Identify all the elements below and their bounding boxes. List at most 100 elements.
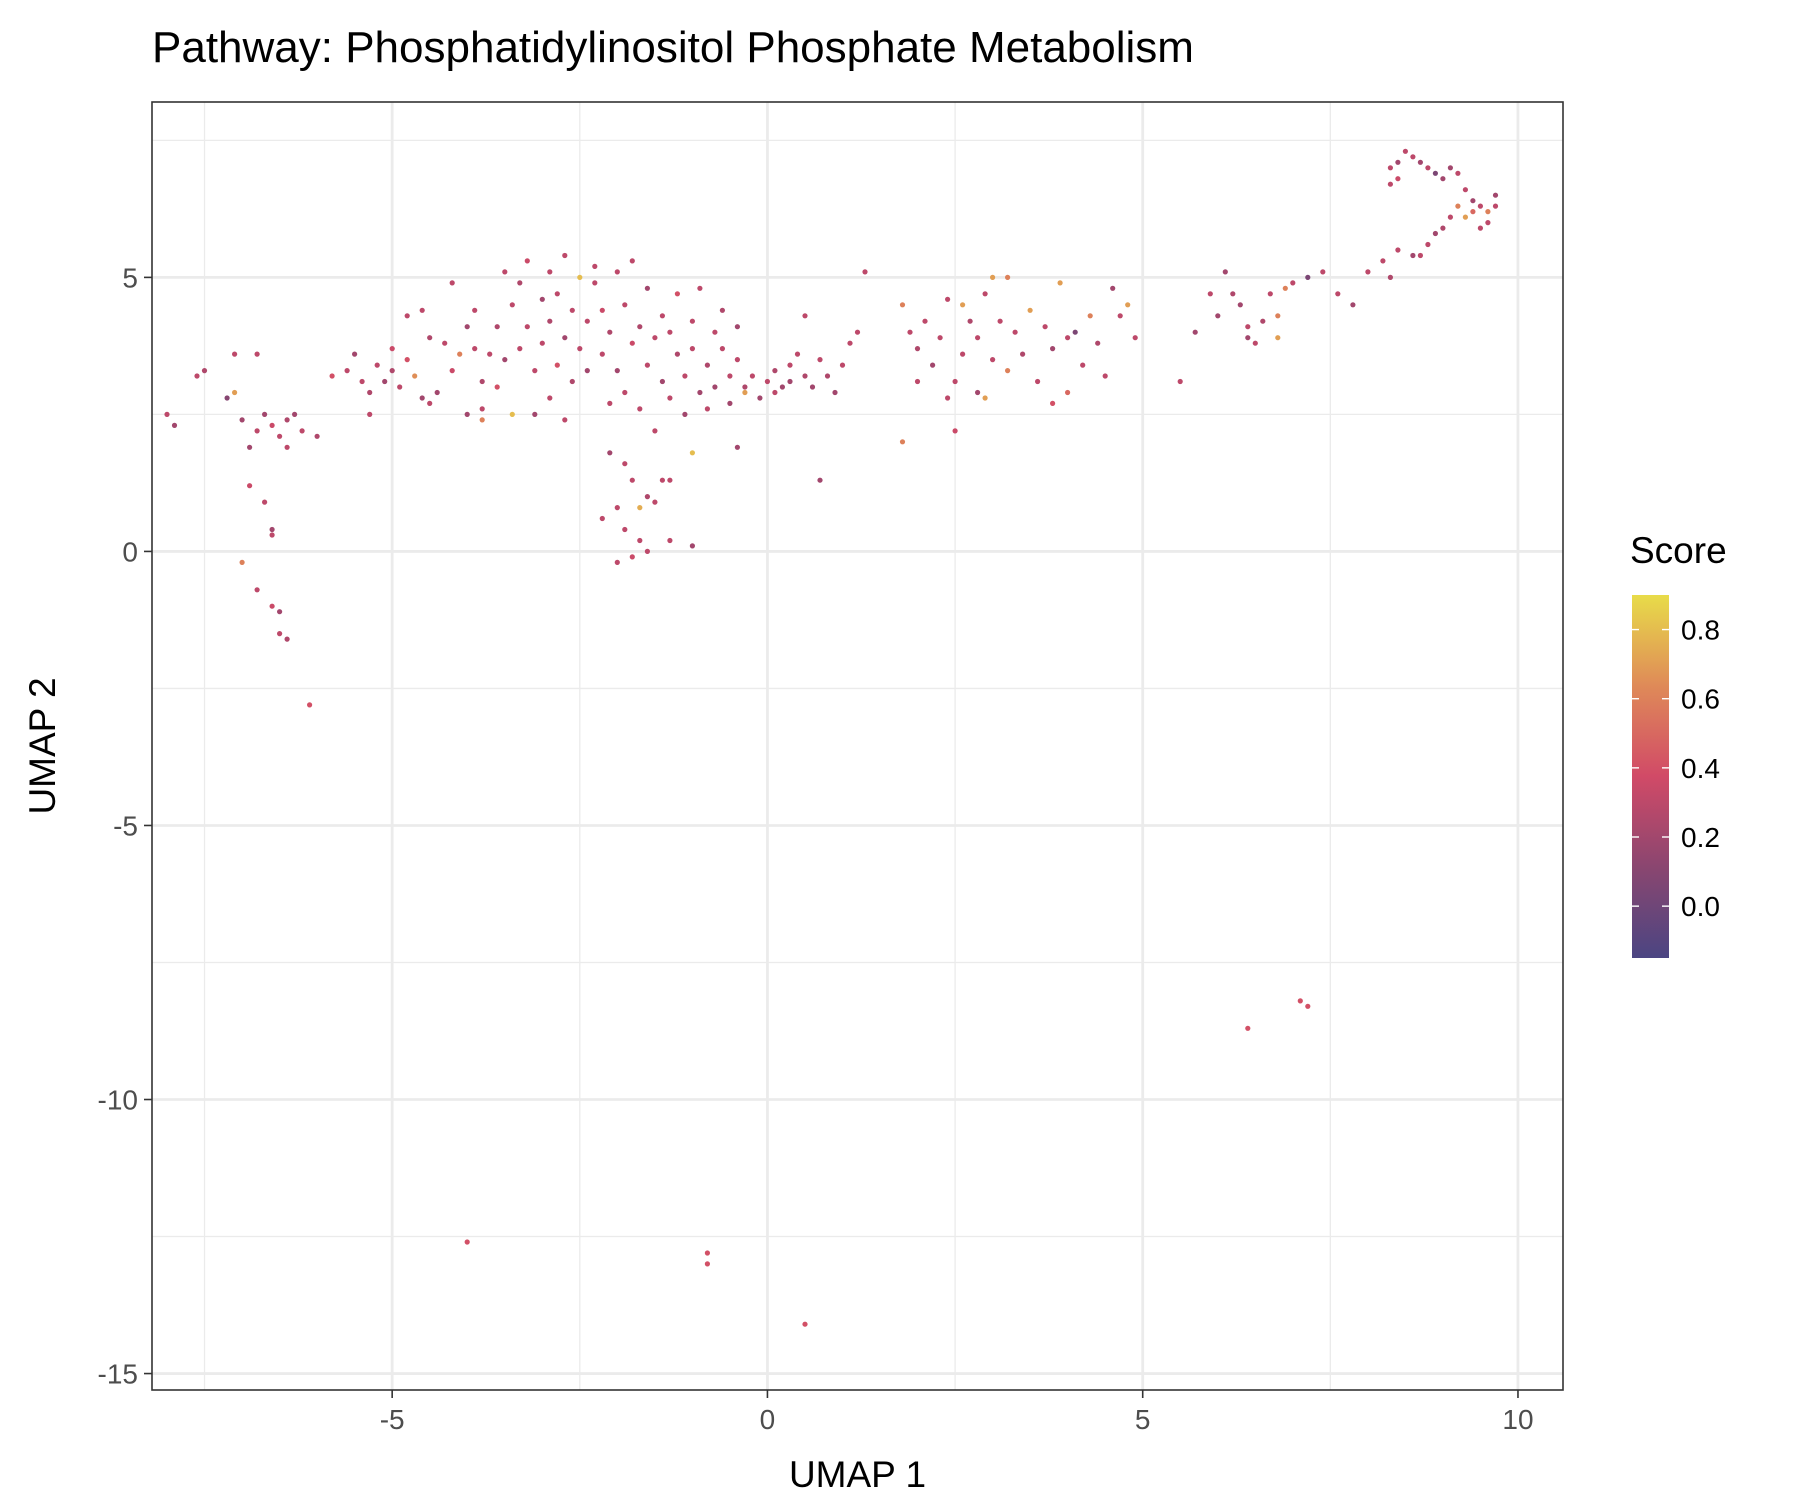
data-point xyxy=(1012,329,1018,335)
x-axis-ticks: -5 0 5 10 xyxy=(380,1390,1534,1435)
data-point xyxy=(592,280,598,286)
y-tick-label: -15 xyxy=(98,1359,138,1390)
data-point xyxy=(749,373,756,379)
data-point xyxy=(524,324,530,330)
data-point xyxy=(607,450,613,456)
data-point xyxy=(404,313,410,319)
colorbar-ticks: 0.0 0.2 0.4 0.6 0.8 xyxy=(1632,615,1720,922)
data-point xyxy=(644,362,651,368)
data-point xyxy=(464,411,470,417)
colorbar xyxy=(1632,595,1669,958)
data-point xyxy=(772,389,778,396)
data-point xyxy=(1207,291,1213,297)
data-point xyxy=(787,362,793,368)
data-point xyxy=(637,537,643,544)
data-point xyxy=(712,329,718,335)
data-point xyxy=(314,433,320,439)
data-point xyxy=(1477,203,1483,209)
data-point xyxy=(494,384,500,390)
data-point xyxy=(704,362,711,368)
data-point xyxy=(1267,291,1273,297)
data-point xyxy=(689,543,696,549)
data-point xyxy=(997,318,1003,324)
data-point xyxy=(674,351,681,357)
data-points xyxy=(164,148,1499,1327)
data-point xyxy=(622,302,628,308)
data-point xyxy=(412,373,418,379)
data-point xyxy=(1110,285,1116,291)
data-point xyxy=(990,357,996,363)
data-point xyxy=(224,395,230,401)
data-point xyxy=(704,406,711,412)
data-point xyxy=(1395,247,1401,253)
data-point xyxy=(1005,274,1011,280)
data-point xyxy=(1125,302,1131,308)
data-point xyxy=(247,483,253,489)
data-point xyxy=(1492,192,1499,198)
data-point xyxy=(1252,340,1258,346)
data-point xyxy=(577,274,583,280)
data-point xyxy=(599,351,605,357)
legend-title: Score xyxy=(1630,530,1727,571)
data-point xyxy=(960,302,966,308)
data-point xyxy=(742,384,748,390)
data-point xyxy=(1477,225,1483,231)
data-point xyxy=(1455,203,1461,209)
data-point xyxy=(614,269,620,275)
data-point xyxy=(547,269,553,275)
data-point xyxy=(509,411,515,417)
data-point xyxy=(652,499,658,505)
data-point xyxy=(307,702,313,708)
data-point xyxy=(1275,335,1281,341)
y-tick-label: 5 xyxy=(122,262,138,293)
data-point xyxy=(479,378,485,385)
data-point xyxy=(1237,302,1243,308)
data-point xyxy=(772,368,778,374)
data-point xyxy=(1395,159,1401,165)
data-point xyxy=(517,280,523,286)
data-point xyxy=(839,362,846,368)
data-point xyxy=(201,368,208,374)
data-point xyxy=(674,291,681,297)
data-point xyxy=(1297,998,1303,1004)
x-tick-label: 0 xyxy=(760,1404,776,1435)
data-point xyxy=(907,329,913,335)
data-point xyxy=(644,285,651,291)
data-point xyxy=(352,351,358,357)
data-point xyxy=(1417,252,1423,259)
data-point xyxy=(914,346,921,352)
data-point xyxy=(592,263,598,269)
data-point xyxy=(734,357,741,363)
data-point xyxy=(982,395,988,401)
data-point xyxy=(899,439,906,445)
data-point xyxy=(1305,274,1311,280)
data-point xyxy=(930,362,936,368)
data-point xyxy=(1065,389,1071,396)
data-point xyxy=(1215,313,1221,319)
data-point xyxy=(727,373,733,379)
data-point xyxy=(742,389,748,396)
data-point xyxy=(1177,378,1183,385)
data-point xyxy=(1470,198,1476,204)
data-point xyxy=(659,313,666,319)
data-point xyxy=(539,340,545,346)
data-point xyxy=(622,461,628,467)
data-point xyxy=(562,335,568,341)
data-point xyxy=(262,499,268,505)
data-point xyxy=(952,378,958,385)
data-point xyxy=(704,1250,711,1256)
data-point xyxy=(697,389,703,396)
data-point xyxy=(952,428,958,434)
data-point xyxy=(247,444,253,450)
data-point xyxy=(427,400,433,406)
data-point xyxy=(644,494,651,500)
data-point xyxy=(1485,209,1491,215)
data-point xyxy=(975,335,981,341)
data-point xyxy=(584,368,590,374)
data-point xyxy=(1057,280,1063,286)
data-point xyxy=(284,417,290,423)
data-point xyxy=(232,389,238,396)
data-point xyxy=(479,406,485,412)
